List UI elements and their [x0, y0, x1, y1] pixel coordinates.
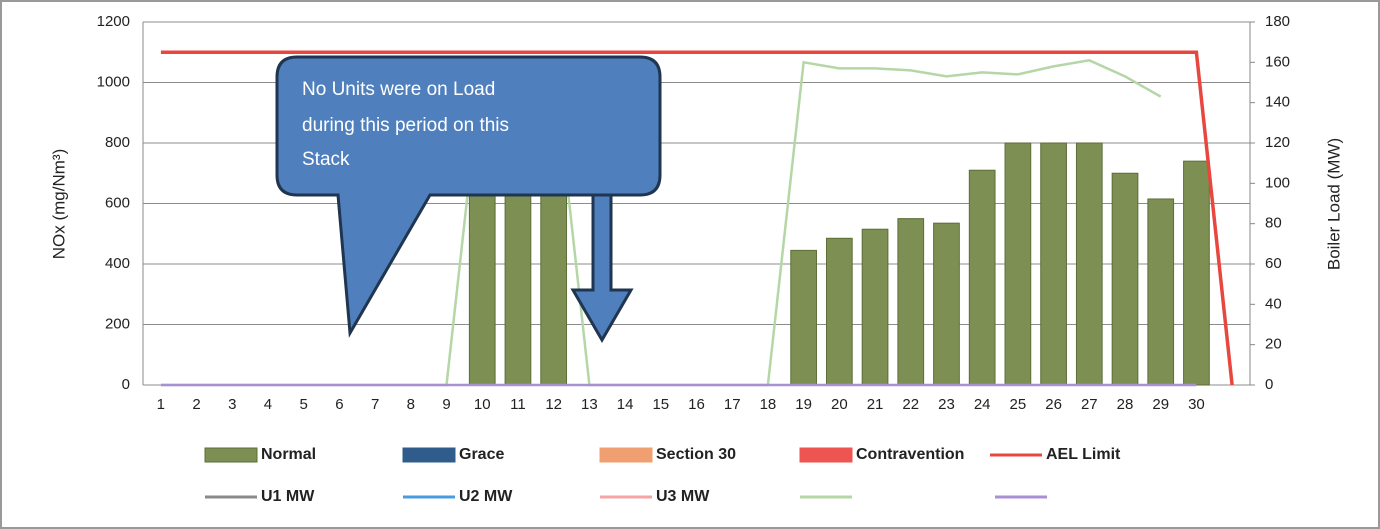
y-tick-label: 200: [105, 315, 130, 332]
x-tick-label: 16: [688, 396, 705, 413]
x-tick-label: 26: [1045, 396, 1062, 413]
x-tick-label: 7: [371, 396, 379, 413]
legend-swatch: [799, 447, 853, 463]
legend-label: Normal: [261, 446, 316, 463]
x-tick-label: 29: [1152, 396, 1169, 413]
bar: [1004, 142, 1032, 386]
legend-label: U3 MW: [656, 488, 710, 505]
x-tick-label: 17: [724, 396, 741, 413]
bar: [825, 237, 853, 386]
y-tick-label: 1000: [97, 73, 130, 90]
bar: [861, 228, 889, 386]
bar: [1147, 198, 1175, 386]
x-tick-label: 19: [795, 396, 812, 413]
bar: [504, 187, 532, 386]
callout-text: No Units were on Load: [302, 79, 495, 100]
x-tick-label: 27: [1081, 396, 1098, 413]
bar: [540, 187, 568, 386]
y2-axis-title: Boiler Load (MW): [1324, 138, 1343, 270]
y-tick-label: 800: [105, 134, 130, 151]
bar: [790, 249, 817, 386]
x-tick-label: 5: [300, 396, 308, 413]
x-tick-label: 28: [1117, 396, 1134, 413]
x-tick-label: 13: [581, 396, 598, 413]
legend-label: Section 30: [656, 446, 736, 463]
x-tick-label: 6: [335, 396, 343, 413]
bar: [933, 222, 960, 386]
x-tick-label: 3: [228, 396, 236, 413]
bar: [1111, 172, 1139, 386]
bar: [1040, 142, 1067, 386]
y2-tick-label: 160: [1265, 53, 1290, 70]
bar: [968, 169, 996, 386]
plot: 0200400600800100012000204060801001201401…: [97, 13, 1290, 413]
callout-arrow: [570, 193, 634, 343]
legend-label: AEL Limit: [1046, 446, 1121, 463]
bar: [897, 218, 925, 386]
x-tick-label: 30: [1188, 396, 1205, 413]
line: [160, 50, 1234, 386]
x-tick-label: 4: [264, 396, 272, 413]
y2-tick-label: 120: [1265, 134, 1290, 151]
legend-label: U2 MW: [459, 488, 513, 505]
y-tick-label: 400: [105, 255, 130, 272]
y-tick-label: 1200: [97, 13, 130, 30]
x-tick-label: 10: [474, 396, 491, 413]
bar: [1183, 160, 1210, 386]
y2-tick-label: 100: [1265, 174, 1290, 191]
y2-tick-label: 140: [1265, 94, 1290, 111]
y2-tick-label: 80: [1265, 215, 1282, 232]
legend-label: Grace: [459, 446, 504, 463]
callout-bubble: [275, 55, 662, 338]
bar: [468, 187, 496, 386]
x-tick-label: 1: [157, 396, 165, 413]
legend-swatch: [204, 447, 258, 463]
x-tick-label: 21: [867, 396, 884, 413]
x-tick-label: 18: [760, 396, 777, 413]
y-axis-title: NOx (mg/Nm³): [49, 149, 68, 259]
y2-tick-label: 0: [1265, 376, 1273, 393]
callout: No Units were on Load during this period…: [275, 55, 662, 343]
y2-tick-label: 60: [1265, 255, 1282, 272]
x-tick-label: 15: [652, 396, 669, 413]
y-tick-label: 0: [122, 376, 130, 393]
x-tick-label: 8: [407, 396, 415, 413]
x-tick-label: 14: [617, 396, 634, 413]
x-tick-label: 23: [938, 396, 955, 413]
x-tick-label: 20: [831, 396, 848, 413]
legend-swatch: [599, 447, 653, 463]
legend-label: U1 MW: [261, 488, 315, 505]
x-tick-label: 25: [1010, 396, 1027, 413]
x-tick-label: 9: [442, 396, 450, 413]
y-tick-label: 600: [105, 194, 130, 211]
x-tick-label: 22: [902, 396, 919, 413]
bar: [1075, 142, 1103, 386]
y2-tick-label: 20: [1265, 336, 1282, 353]
x-tick-label: 2: [192, 396, 200, 413]
legend-label: Contravention: [856, 446, 964, 463]
y2-tick-label: 40: [1265, 295, 1282, 312]
x-tick-label: 24: [974, 396, 991, 413]
callout-text: Stack: [302, 149, 350, 170]
x-tick-label: 11: [510, 396, 526, 413]
legend-swatch: [402, 447, 456, 463]
y2-tick-label: 180: [1265, 13, 1290, 30]
x-tick-label: 12: [545, 396, 562, 413]
callout-text: during this period on this: [302, 115, 509, 136]
